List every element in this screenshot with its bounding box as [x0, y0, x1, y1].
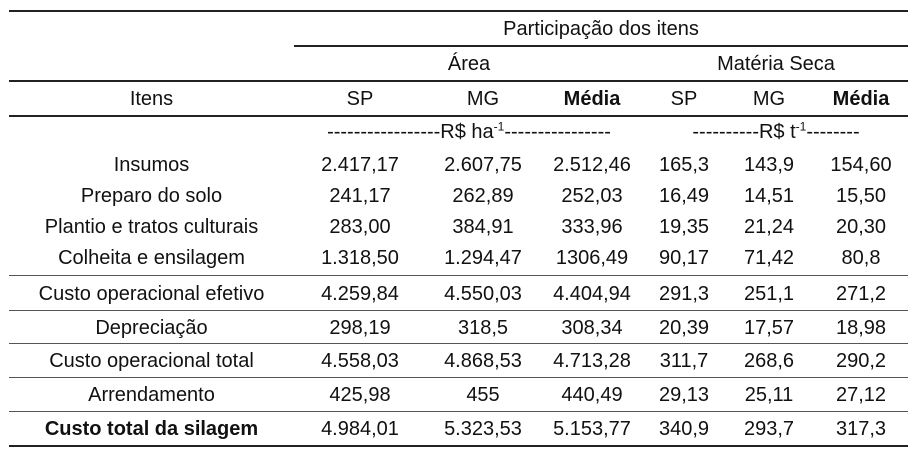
table-cell: 317,3: [835, 418, 887, 440]
rule-top: [9, 10, 455, 12]
table-cell: 25,11: [744, 384, 794, 406]
table-cell: 1.318,50: [321, 247, 399, 269]
table-cell: 4.404,94: [553, 283, 631, 305]
table-cell: 4.984,01: [321, 418, 399, 440]
col-ms-mg: MG: [752, 88, 786, 110]
rule-subgroup: [9, 80, 908, 82]
rule-row-4: [9, 275, 908, 276]
col-ms-sp: SP: [670, 88, 698, 110]
table-cell: 4.259,84: [321, 283, 399, 305]
table-cell: 293,7: [743, 418, 795, 440]
table-cell: 71,42: [743, 247, 795, 269]
table-cell: 14,51: [743, 185, 795, 207]
row-label: Custo total da silagem: [44, 418, 259, 440]
col-area-sp: SP: [346, 88, 374, 110]
table-cell: 425,98: [329, 384, 391, 406]
rule-group: [294, 45, 908, 47]
table-cell: 5.153,77: [553, 418, 631, 440]
row-label: Insumos: [113, 154, 190, 176]
table-cell: 5.323,53: [444, 418, 522, 440]
table-cell: 252,03: [561, 185, 623, 207]
table-cell: 80,8: [841, 247, 881, 269]
table-cell: 2.417,17: [321, 154, 399, 176]
table-cell: 308,34: [561, 317, 623, 339]
table-cell: 251,1: [743, 283, 795, 305]
table-cell: 20,39: [658, 317, 710, 339]
table-cell: 340,9: [658, 418, 710, 440]
table-cell: 29,13: [658, 384, 710, 406]
table-cell: 1306,49: [555, 247, 629, 269]
unit-area: -----------------R$ ha-1----------------: [327, 119, 611, 143]
rule-header: [9, 115, 908, 117]
table-cell: 4.868,53: [444, 350, 522, 372]
table-cell: 1.294,47: [444, 247, 522, 269]
row-label: Preparo do solo: [80, 185, 223, 207]
rule-row-5: [9, 310, 908, 311]
subgroup-dry-matter: Matéria Seca: [717, 53, 835, 75]
table-cell: 318,5: [457, 317, 509, 339]
rule-row-7: [9, 377, 908, 378]
table-cell: 290,2: [835, 350, 887, 372]
table-cell: 2.607,75: [444, 154, 522, 176]
table-cell: 15,50: [835, 185, 887, 207]
table-cell: 16,49: [658, 185, 710, 207]
row-label: Custo operacional efetivo: [38, 283, 265, 305]
table-cell: 18,98: [835, 317, 887, 339]
table-cell: 17,57: [743, 317, 795, 339]
rule-row-8: [9, 411, 908, 412]
row-label: Colheita e ensilagem: [58, 247, 245, 269]
table-cell: 154,60: [830, 154, 892, 176]
unit-dry-matter: ----------R$ t-1--------: [692, 119, 860, 143]
table-cell: 262,89: [452, 185, 514, 207]
col-area-media: Média: [563, 88, 621, 110]
table-cell: 455: [466, 384, 500, 406]
table-cell: 4.558,03: [321, 350, 399, 372]
table-cell: 143,9: [743, 154, 795, 176]
subgroup-area: Área: [447, 53, 491, 75]
table-cell: 298,19: [329, 317, 391, 339]
table-cell: 440,49: [561, 384, 623, 406]
group-header: Participação dos itens: [503, 18, 699, 40]
row-label: Arrendamento: [88, 384, 215, 406]
table-cell: 311,7: [659, 350, 709, 372]
table-cell: 19,35: [658, 216, 710, 238]
table-cell: 333,96: [561, 216, 623, 238]
row-header: Itens: [129, 88, 174, 110]
table-cell: 165,3: [658, 154, 710, 176]
table-cell: 4.713,28: [553, 350, 631, 372]
table-cell: 384,91: [452, 216, 514, 238]
col-area-mg: MG: [466, 88, 500, 110]
table-cell: 20,30: [835, 216, 887, 238]
rule-top-right: [455, 10, 908, 12]
table-cell: 90,17: [658, 247, 710, 269]
table-cell: 4.550,03: [444, 283, 522, 305]
rule-bottom: [9, 445, 908, 447]
table-cell: 241,17: [329, 185, 391, 207]
col-ms-media: Média: [832, 88, 890, 110]
row-label: Custo operacional total: [49, 350, 254, 372]
row-label: Plantio e tratos culturais: [44, 216, 259, 238]
table-cell: 2.512,46: [553, 154, 631, 176]
row-label: Depreciação: [95, 317, 208, 339]
table-cell: 27,12: [835, 384, 887, 406]
table-cell: 271,2: [835, 283, 887, 305]
table-cell: 21,24: [743, 216, 795, 238]
table-cell: 268,6: [743, 350, 795, 372]
table-cell: 291,3: [658, 283, 710, 305]
rule-row-6: [9, 343, 908, 344]
table-cell: 283,00: [329, 216, 391, 238]
